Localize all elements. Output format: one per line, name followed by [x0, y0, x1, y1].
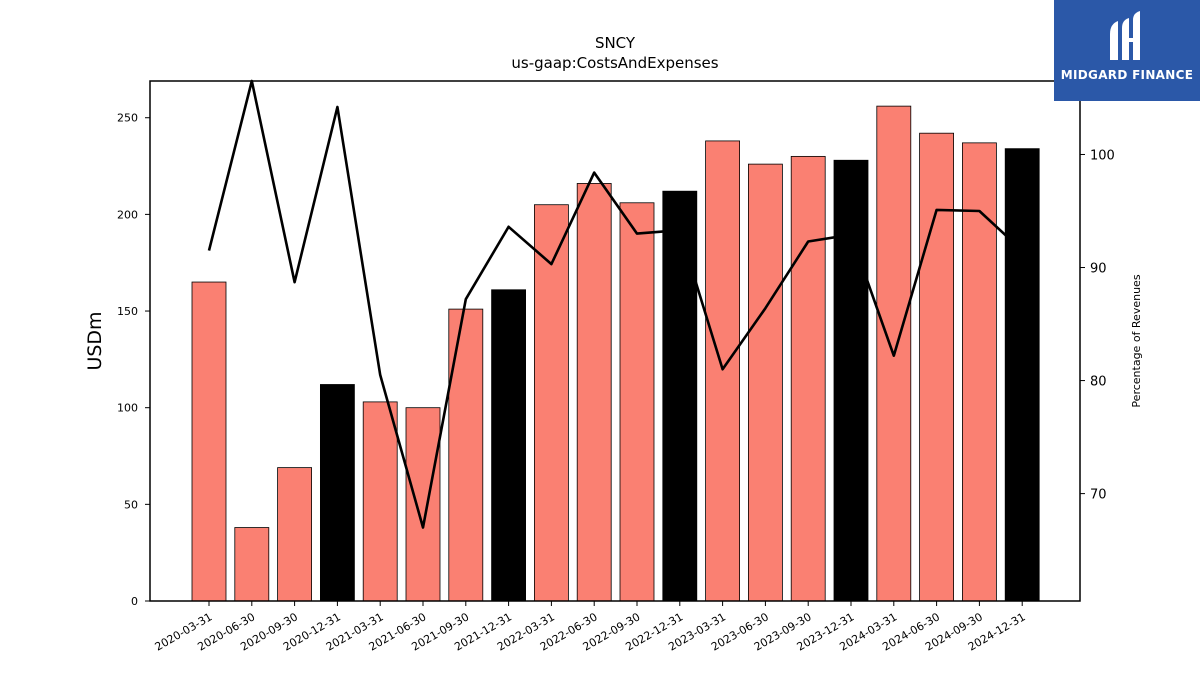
y-right-tick-label: 70 [1090, 488, 1107, 503]
logo-text: MIDGARD FINANCE [1060, 68, 1194, 82]
bar [277, 467, 313, 602]
y-right-tick-label: 80 [1090, 375, 1107, 390]
bar [319, 384, 355, 602]
bar [448, 308, 484, 602]
bar [576, 183, 612, 602]
y-tick-label: 100 [117, 402, 138, 415]
plot-frame [149, 80, 1081, 602]
y-axis-label-right: Percentage of Revenues [1130, 274, 1143, 407]
bar [405, 407, 441, 602]
y-tick-label: 250 [117, 112, 138, 125]
percentage-line [207, 79, 1024, 529]
y-tick-label: 0 [131, 595, 138, 608]
bar [748, 163, 783, 602]
line-group [207, 79, 1024, 529]
bar [919, 132, 954, 602]
bar [619, 202, 655, 602]
y-right-tick-label: 100 [1090, 148, 1115, 163]
bars-group [191, 105, 1040, 602]
midgard-finance-logo: MIDGARD FINANCE [1054, 0, 1200, 101]
chart-subtitle: us-gaap:CostsAndExpenses [511, 54, 718, 72]
bar [234, 527, 270, 602]
logo-mark-icon [1110, 11, 1140, 60]
y-right-tick-label: 90 [1090, 262, 1107, 277]
bar [833, 159, 869, 602]
y-axis-label: USDm [84, 311, 106, 370]
bar [1004, 148, 1040, 602]
y-axis-right: 70 80 90 100 [1080, 148, 1115, 503]
chart-title: SNCY [595, 34, 636, 52]
bar [491, 289, 527, 602]
y-tick-label: 150 [117, 305, 138, 318]
y-tick-label: 200 [117, 208, 138, 221]
bar [362, 401, 398, 602]
x-axis: 2020-03-312020-06-302020-09-302020-12-31… [153, 601, 1028, 654]
bar [962, 142, 997, 602]
bar [705, 140, 740, 602]
bar [662, 190, 698, 602]
y-axis-left: 0 50 100 150 200 250 [117, 112, 150, 608]
bar [191, 281, 227, 602]
y-tick-label: 50 [124, 498, 138, 511]
bar [790, 155, 826, 602]
